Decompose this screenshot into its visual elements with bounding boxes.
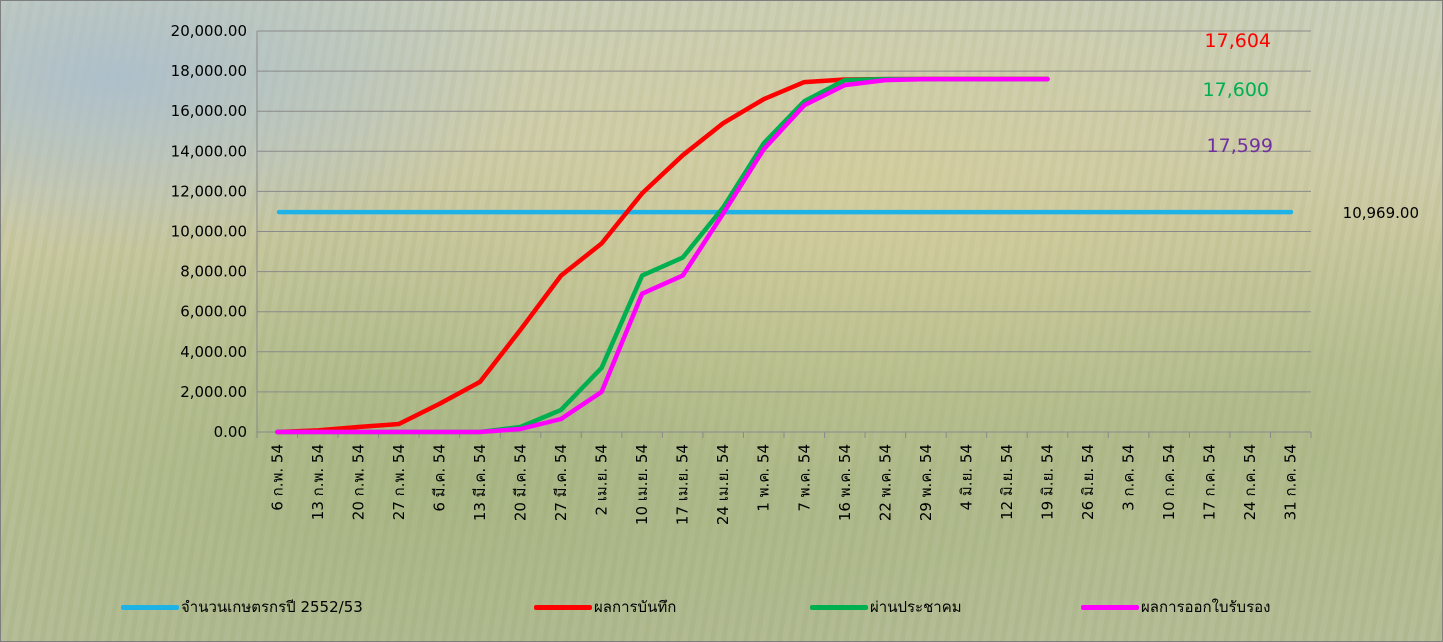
x-tick-label: 24 ก.ค. 54 bbox=[1241, 444, 1259, 520]
series-1 bbox=[275, 76, 1050, 435]
legend: จำนวนเกษตรกรปี 2552/53 ผลการบันทึก ผ่านป… bbox=[121, 594, 1431, 620]
annotations: 17,604 17,600 17,599 10,969.00 bbox=[1203, 30, 1419, 222]
legend-label-certificate: ผลการออกใบรับรอง bbox=[1141, 598, 1271, 616]
y-tick-label: 20,000.00 bbox=[171, 22, 247, 40]
x-tick-label: 6 มี.ค. 54 bbox=[430, 444, 448, 512]
annotation-label: 17,600 bbox=[1203, 79, 1269, 101]
legend-item-certificate: ผลการออกใบรับรอง bbox=[1081, 594, 1270, 620]
legend-label-community: ผ่านประชาคม bbox=[870, 598, 962, 616]
x-tick-label: 13 มี.ค. 54 bbox=[471, 444, 489, 521]
y-tick-label: 4,000.00 bbox=[180, 343, 247, 361]
x-tick-label: 27 ก.พ. 54 bbox=[390, 444, 408, 520]
x-tick-label: 17 ก.ค. 54 bbox=[1201, 444, 1219, 520]
series-line bbox=[275, 76, 1050, 435]
gridlines bbox=[256, 30, 1312, 438]
x-tick-label: 22 พ.ค. 54 bbox=[876, 444, 894, 521]
x-tick-label: 24 เม.ย. 54 bbox=[714, 444, 732, 525]
y-tick-label: 6,000.00 bbox=[180, 303, 247, 321]
x-tick-label: 4 มิ.ย. 54 bbox=[957, 444, 975, 510]
x-tick-label: 27 มี.ค. 54 bbox=[552, 444, 570, 521]
legend-label-farmers: จำนวนเกษตรกรปี 2552/53 bbox=[181, 598, 363, 616]
y-tick-label: 14,000.00 bbox=[171, 142, 247, 160]
annotation-label: 17,599 bbox=[1207, 135, 1273, 157]
x-tick-label: 31 ก.ค. 54 bbox=[1282, 444, 1300, 520]
legend-swatch-community bbox=[810, 604, 868, 610]
legend-item-farmers: จำนวนเกษตรกรปี 2552/53 bbox=[121, 594, 363, 620]
x-tick-label: 19 มิ.ย. 54 bbox=[1039, 444, 1057, 520]
x-tick-label: 26 มิ.ย. 54 bbox=[1079, 444, 1097, 520]
series-2 bbox=[275, 76, 1050, 435]
series-line bbox=[275, 76, 1050, 435]
y-tick-label: 8,000.00 bbox=[180, 263, 247, 281]
y-tick-label: 16,000.00 bbox=[171, 102, 247, 120]
legend-swatch-certificate bbox=[1081, 604, 1139, 610]
x-tick-label: 7 พ.ค. 54 bbox=[795, 444, 813, 512]
y-tick-label: 18,000.00 bbox=[171, 62, 247, 80]
x-tick-label: 6 ก.พ. 54 bbox=[268, 444, 286, 511]
x-tick-label: 20 มี.ค. 54 bbox=[512, 444, 530, 521]
x-tick-label: 29 พ.ค. 54 bbox=[917, 444, 935, 521]
y-axis: 0.00 2,000.00 4,000.00 6,000.00 8,000.00 10,0… bbox=[171, 22, 247, 441]
legend-swatch-recorded bbox=[534, 604, 592, 610]
series-line bbox=[275, 76, 1050, 435]
x-tick-label: 3 ก.ค. 54 bbox=[1120, 444, 1138, 511]
x-tick-label: 10 ก.ค. 54 bbox=[1160, 444, 1178, 520]
x-tick-label: 20 ก.พ. 54 bbox=[349, 444, 367, 520]
series-lines bbox=[275, 76, 1294, 435]
annotation-label: 10,969.00 bbox=[1343, 204, 1419, 222]
x-tick-label: 1 พ.ค. 54 bbox=[755, 444, 773, 512]
x-tick-label: 17 เม.ย. 54 bbox=[674, 444, 692, 525]
x-tick-label: 16 พ.ค. 54 bbox=[836, 444, 854, 521]
x-tick-label: 12 มิ.ย. 54 bbox=[998, 444, 1016, 520]
legend-item-community: ผ่านประชาคม bbox=[810, 594, 962, 620]
legend-swatch-farmers bbox=[121, 604, 179, 610]
legend-label-recorded: ผลการบันทึก bbox=[594, 598, 677, 616]
x-tick-label: 13 ก.พ. 54 bbox=[309, 444, 327, 520]
series-3 bbox=[275, 76, 1050, 435]
y-tick-label: 10,000.00 bbox=[171, 223, 247, 241]
x-tick-label: 10 เม.ย. 54 bbox=[633, 444, 651, 525]
annotation-label: 17,604 bbox=[1205, 30, 1271, 52]
y-tick-label: 0.00 bbox=[214, 423, 247, 441]
y-tick-label: 12,000.00 bbox=[171, 182, 247, 200]
x-tick-label: 2 เม.ย. 54 bbox=[593, 444, 611, 516]
legend-item-recorded: ผลการบันทึก bbox=[534, 594, 676, 620]
y-tick-label: 2,000.00 bbox=[180, 383, 247, 401]
x-axis: 6 ก.พ. 54 13 ก.พ. 54 20 ก.พ. 54 27 ก.พ. 54 6… bbox=[268, 444, 1299, 525]
